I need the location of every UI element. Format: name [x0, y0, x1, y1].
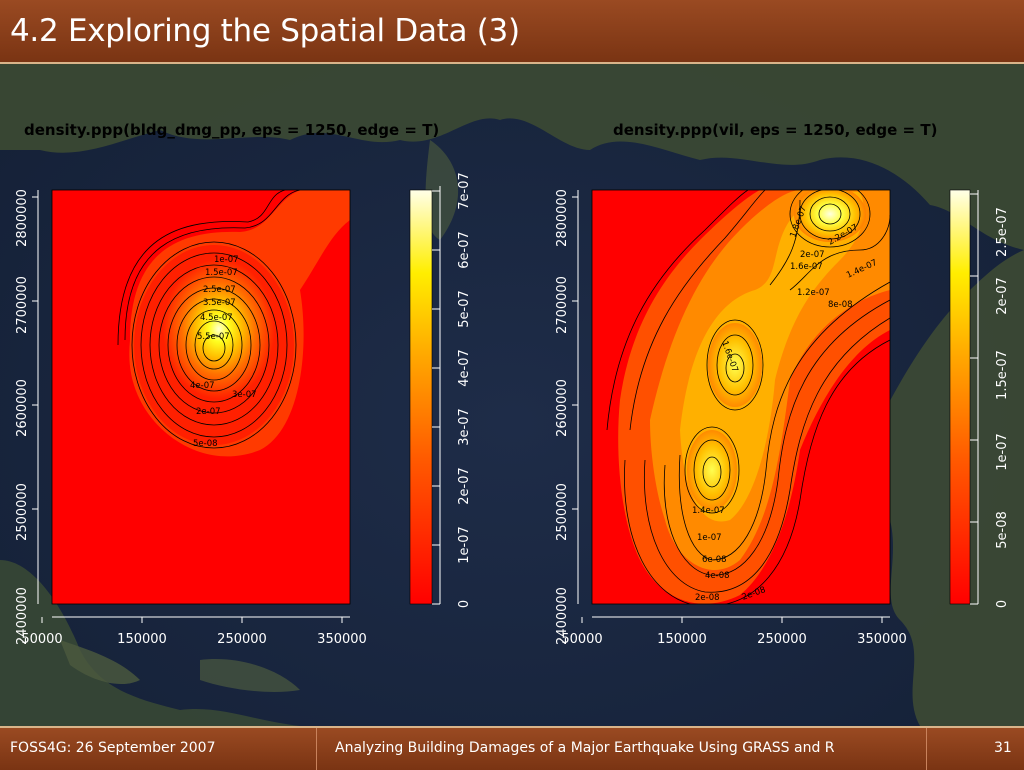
contour-label: 1.5e-07	[205, 268, 238, 278]
colorbar-tick-label: 6e-07	[457, 231, 472, 269]
footer-event-date: FOSS4G: 26 September 2007	[10, 740, 216, 756]
colorbar-tick-label: 5e-07	[457, 290, 472, 328]
y-tick-label: 2800000	[15, 189, 30, 247]
contour-label: 4e-08	[705, 571, 730, 581]
right-colorbar: 0 5e-08 1e-07 1.5e-07 2e-07 2.5e-07	[949, 189, 1010, 608]
x-tick-label: 250000	[217, 632, 267, 647]
x-tick-label: 50000	[21, 632, 62, 647]
y-tick-label: 2400000	[15, 587, 30, 645]
contour-label: 1.6e-07	[790, 262, 823, 272]
x-tick-label: 350000	[317, 632, 367, 647]
x-tick-label: 350000	[857, 632, 907, 647]
colorbar-tick-label: 1e-07	[457, 526, 472, 564]
y-tick-label: 2700000	[15, 276, 30, 334]
footer-divider	[926, 728, 927, 770]
colorbar-tick-label: 7e-07	[457, 172, 472, 210]
contour-label: 3e-07	[232, 390, 257, 400]
title-bar: 4.2 Exploring the Spatial Data (3)	[0, 0, 1024, 64]
contour-label: 4.5e-07	[200, 313, 233, 323]
y-tick-label: 2800000	[555, 189, 570, 247]
footer-bar: FOSS4G: 26 September 2007 Analyzing Buil…	[0, 726, 1024, 770]
contour-label: 1e-07	[214, 255, 239, 265]
y-tick-label: 2500000	[15, 483, 30, 541]
colorbar-tick-label: 2.5e-07	[995, 207, 1010, 257]
x-tick-label: 150000	[657, 632, 707, 647]
x-tick-label: 50000	[561, 632, 602, 647]
colorbar-tick-label: 5e-08	[995, 511, 1010, 549]
footer-presentation-title: Analyzing Building Damages of a Major Ea…	[335, 740, 835, 756]
y-tick-label: 2600000	[15, 379, 30, 437]
colorbar-tick-label: 2e-07	[995, 277, 1010, 315]
y-tick-label: 2700000	[555, 276, 570, 334]
colorbar-tick-label: 2e-07	[457, 467, 472, 505]
colorbar-tick-label: 0	[995, 600, 1010, 608]
contour-label: 1.4e-07	[692, 506, 725, 516]
contour-label: 8e-08	[828, 300, 853, 310]
x-tick-label: 250000	[757, 632, 807, 647]
left-density-plot: 1e-07 1.5e-07 2.5e-07 3.5e-07 4.5e-07 5.…	[15, 172, 472, 647]
contour-label: 1e-07	[697, 533, 722, 543]
y-tick-label: 2500000	[555, 483, 570, 541]
contour-label: 5e-08	[193, 439, 218, 449]
footer-divider	[316, 728, 317, 770]
y-tick-label: 2600000	[555, 379, 570, 437]
left-plot-title: density.ppp(bldg_dmg_pp, eps = 1250, edg…	[24, 121, 440, 139]
right-density-plot: 1.8e-07 2.2e-07 2e-07 1.6e-07 1.4e-07 1.…	[555, 189, 1010, 647]
colorbar-tick-label: 1.5e-07	[995, 350, 1010, 400]
colorbar-tick-label: 1e-07	[995, 433, 1010, 471]
slide-number: 31	[994, 740, 1012, 756]
colorbar-tick-label: 4e-07	[457, 349, 472, 387]
contour-label: 4e-07	[190, 381, 215, 391]
left-colorbar: 0 1e-07 2e-07 3e-07 4e-07 5e-07 6e-07 7e…	[409, 172, 472, 608]
contour-label: 2e-07	[196, 407, 221, 417]
contour-label: 3.5e-07	[203, 298, 236, 308]
x-tick-label: 150000	[117, 632, 167, 647]
colorbar-tick-label: 0	[457, 600, 472, 608]
colorbar-tick-label: 3e-07	[457, 408, 472, 446]
contour-label: 2e-07	[800, 250, 825, 260]
right-plot-title: density.ppp(vil, eps = 1250, edge = T)	[613, 121, 938, 139]
contour-label: 1.2e-07	[797, 288, 830, 298]
contour-label: 5.5e-07	[197, 332, 230, 342]
contour-label: 2.5e-07	[203, 285, 236, 295]
contour-label: 6e-08	[702, 555, 727, 565]
contour-label: 2e-08	[695, 593, 720, 603]
slide-title: 4.2 Exploring the Spatial Data (3)	[10, 13, 520, 49]
y-tick-label: 2400000	[555, 587, 570, 645]
